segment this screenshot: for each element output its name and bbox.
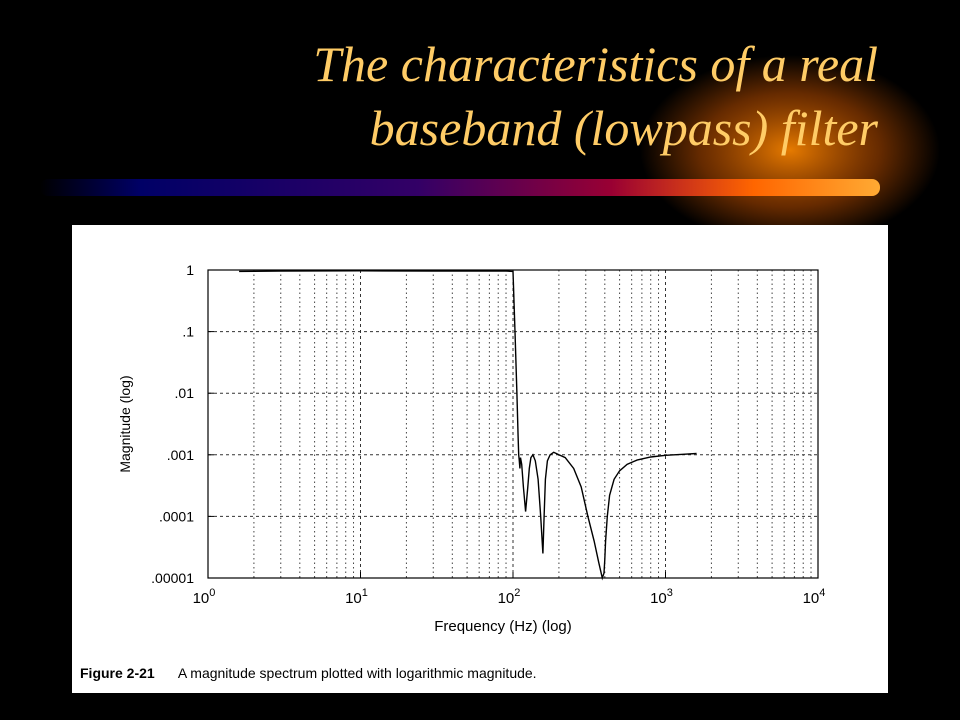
x-tick-label: 100 — [193, 587, 216, 607]
magnitude-chart: 100 101 102 103 104 1 .1 .01 .001 .0001 .00001 Freq… — [117, 262, 826, 635]
y-tick-label: .001 — [167, 447, 194, 463]
x-axis-label: Frequency (Hz) (log) — [434, 618, 572, 635]
x-tick-label: 102 — [498, 587, 521, 607]
slide-title-line-1: The characteristics of a real — [313, 36, 878, 92]
y-tick-label: .1 — [182, 324, 194, 340]
banner-glow — [640, 55, 940, 245]
y-axis-label: Magnitude (log) — [117, 375, 133, 472]
y-tick-label: .01 — [175, 385, 195, 401]
banner-bar — [40, 179, 880, 196]
figure-caption: Figure 2-21 A magnitude spectrum plotted… — [80, 665, 537, 681]
x-tick-label: 101 — [345, 587, 368, 607]
y-tick-label: 1 — [186, 262, 194, 278]
slide-title-line-2: baseband (lowpass) filter — [369, 100, 878, 156]
decorative-banner — [40, 55, 940, 245]
figure-panel: 100 101 102 103 104 1 .1 .01 .001 .0001 .00001 Freq… — [72, 225, 888, 693]
y-tick-label: .0001 — [159, 508, 194, 524]
x-tick-label: 104 — [803, 587, 826, 607]
figure-number: Figure 2-21 — [80, 665, 155, 681]
x-tick-label: 103 — [650, 587, 673, 607]
y-tick-label: .00001 — [151, 570, 194, 586]
figure-caption-text: A magnitude spectrum plotted with logari… — [177, 665, 537, 681]
series-line — [239, 270, 697, 581]
